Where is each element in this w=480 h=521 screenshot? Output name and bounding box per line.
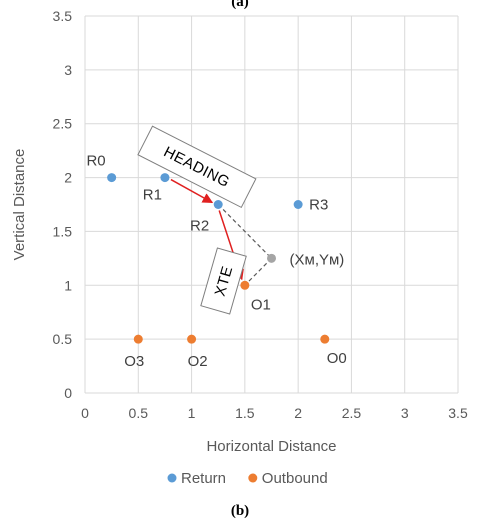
x-axis-title: Horizontal Distance [206,438,336,455]
x-tick-label: 3 [401,405,409,421]
tick-labels: 0 0.5 1 1.5 2 2.5 3 3.5 0 0.5 1 1.5 2 2.5 3 3.5 [53,8,468,421]
heading-arrow [170,178,214,204]
data-point-r0 [107,173,117,183]
data-point-o2 [187,334,197,344]
heading-box-frame [137,125,257,209]
y-tick-label: 3.5 [53,8,73,24]
point-label-o0: O0 [327,350,347,367]
legend-marker [167,473,177,483]
data-point-r2 [213,200,223,209]
x-tick-label: 0.5 [129,405,149,421]
point-label-r0: R0 [86,153,105,170]
x-tick-label: 2.5 [342,405,362,421]
y-tick-label: 2 [64,170,72,186]
data-point-o0 [320,334,330,344]
legend: Return Outbound [167,470,328,487]
y-tick-label: 0.5 [53,331,73,347]
legend-label: Return [181,470,226,487]
caption-top: (a) [231,0,249,10]
y-tick-label: 0 [64,385,72,401]
y-axis-title: Vertical Distance [11,149,28,261]
dashed-line-r2-xm [217,204,272,259]
xte-box: XTE [200,247,247,315]
point-label-r1: R1 [143,187,162,204]
data-point-o3 [133,334,143,344]
xte-box-frame [200,247,247,315]
dashed-line-xm-o1 [244,257,272,286]
y-tick-label: 1 [64,277,72,293]
point-label-xm-ym: (Xм,Yм) [290,251,345,268]
point-label-o2: O2 [188,353,208,370]
data-point-r3 [293,200,303,209]
data-point-r1 [160,173,170,183]
y-tick-label: 1.5 [53,223,73,239]
point-label-o3: O3 [124,353,144,370]
x-tick-label: 0 [81,405,89,421]
x-tick-label: 3.5 [448,405,468,421]
point-label-r2: R2 [190,218,209,235]
data-point-o1 [240,280,250,290]
y-tick-label: 2.5 [53,116,73,132]
y-tick-label: 3 [64,62,72,78]
x-tick-label: 1 [188,405,196,421]
data-point-xm-ym [267,253,276,263]
x-tick-label: 2 [294,405,302,421]
caption-bottom: (b) [231,503,249,519]
point-label-r3: R3 [309,197,328,214]
legend-marker [248,473,258,483]
point-label-o1: O1 [251,296,271,313]
x-tick-label: 1.5 [235,405,255,421]
data-points: R0 R1 R2 R3 O0 O1 O2 O3 (Xм,Yм) [86,153,346,371]
legend-label: Outbound [262,470,328,487]
